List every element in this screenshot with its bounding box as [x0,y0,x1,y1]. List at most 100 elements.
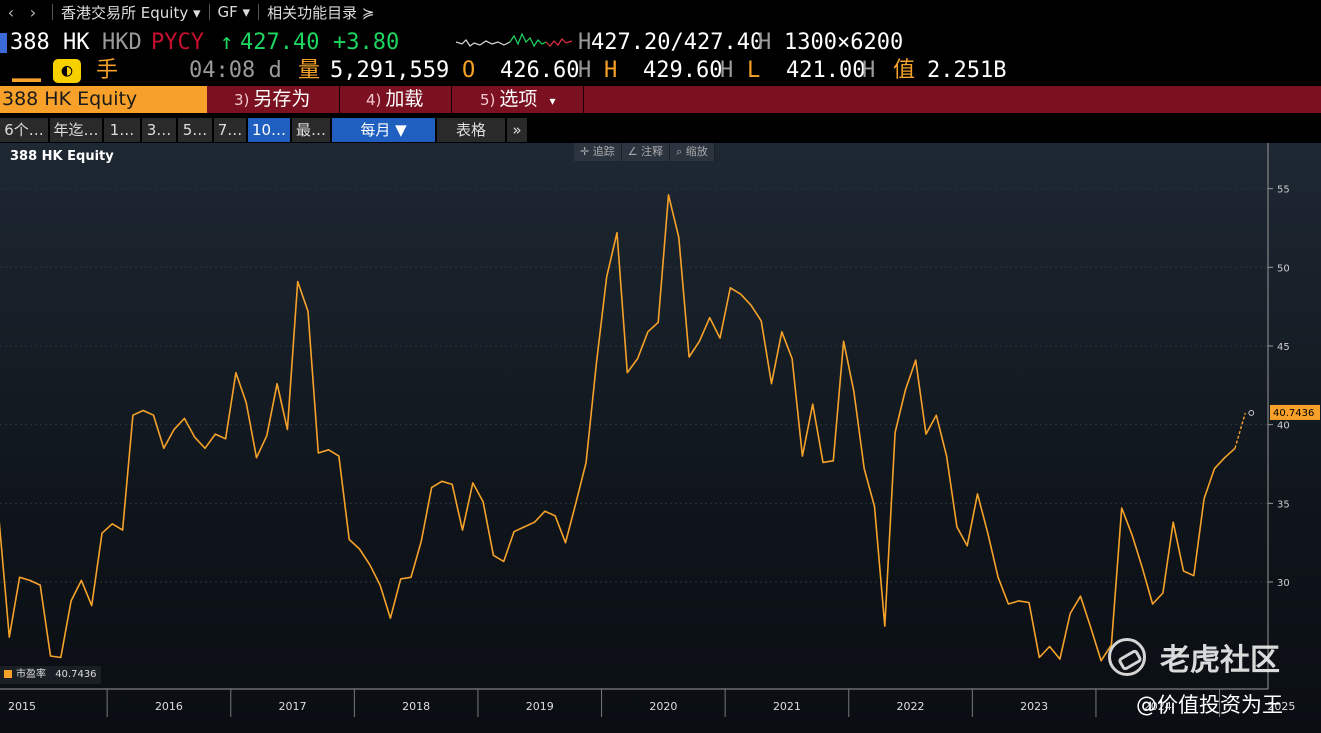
table-button[interactable]: 表格 [437,118,505,142]
y-tick-label: 35 [1277,499,1290,510]
turnover-value: 2.251B [927,58,1007,83]
security-marker [0,33,7,53]
tiger-logo-icon [1108,638,1146,676]
zoom-tool-button[interactable]: ⌕ 缩放 [670,143,715,161]
period-10y[interactable]: 10… [248,118,290,142]
watermark: 老虎社区 [1108,635,1280,679]
currency: HKD [102,30,142,55]
pe-series-line [0,194,1236,662]
security-input[interactable]: 388 HK Equity [0,86,207,113]
x-tick-label: 2021 [773,700,801,713]
ask-suffix: H [758,30,772,55]
save-as-hotkey: 3) [234,91,250,109]
related-functions-menu[interactable]: 相关功能目录 ≽ [267,3,375,22]
bid-ask: 427.20/427.40 [591,30,764,55]
price-change: +3.80 [333,30,400,55]
quote-time: 04:08 d [189,58,282,83]
frequency-dropdown[interactable]: 每月 ▼ [332,118,435,142]
volume: 5,291,559 [330,58,450,83]
period-5y[interactable]: 5… [178,118,212,142]
open-label: O [462,58,476,83]
period-6m[interactable]: 6个… [0,118,48,142]
back-arrow-icon[interactable]: ‹ [7,2,15,22]
chart-grid [0,188,1268,583]
function-toolbar: 388 HK Equity 3) 另存为 4) 加载 5) 选项 ▾ [0,86,1321,113]
x-tick-label: 2018 [402,700,430,713]
annotate-tool-button[interactable]: ∠ 注释 [622,143,671,161]
ticker-symbol: 388 HK [10,30,90,55]
series-layer: 40.7436 [0,194,1320,662]
nav-bar: ‹ › 香港交易所 Equity ▾ GF ▾ 相关功能目录 ≽ [0,0,1321,24]
x-tick-label: 2016 [155,700,183,713]
high-price: 429.60 [643,58,723,83]
x-tick-label: 2019 [526,700,554,713]
last-value-label: 40.7436 [1273,408,1314,419]
watermark-text: 老虎社区 [1160,643,1280,678]
value-label: 值 [893,58,916,83]
quote-row-2: ▂▂▂▂ ◐ 手 04:08 d 量 5,291,559 O 426.60 H … [0,57,1321,85]
low-price: 421.00 [786,58,866,83]
nav-separator [52,4,53,20]
x-tick-label: 2024 [1144,700,1172,713]
x-tick-label: 2020 [649,700,677,713]
bid-ask-size: 1300×6200 [784,30,904,55]
legend-label: 市盈率 [16,669,46,680]
y-axis: 30 35 40 45 50 55 [1267,143,1290,689]
last-point-marker [1248,410,1255,416]
legend-swatch [4,670,12,678]
legend-value: 40.7436 [55,669,97,680]
forward-arrow-icon[interactable]: › [29,2,37,22]
period-3y[interactable]: 3… [142,118,176,142]
gauge-icon: ◐ [53,59,81,83]
high-label: H [604,58,618,83]
y-tick-label: 55 [1277,185,1290,196]
y-tick-label: 45 [1277,342,1290,353]
save-as-label: 另存为 [253,88,311,110]
exchange-dropdown[interactable]: 香港交易所 Equity ▾ [61,3,201,22]
options-button[interactable]: 5) 选项 ▾ [456,86,584,113]
x-tick-label: 2022 [897,700,925,713]
x-tick-label: 2017 [279,700,307,713]
quote-row-1: 388 HK HKD PYCY ↑ 427.40 +3.80 H 427.20/… [0,29,1321,57]
nav-separator [208,4,210,20]
period-ytd[interactable]: 年迄… [50,118,102,142]
load-hotkey: 4) [366,91,382,109]
period-max[interactable]: 最… [292,118,330,142]
intraday-sparkline [456,32,572,48]
chart-title: 388 HK Equity [10,149,114,164]
period-7y[interactable]: 7… [214,118,246,142]
low-label: L [747,58,761,83]
pe-series-last-segment [1234,412,1246,449]
y-tick-label: 50 [1277,263,1290,274]
function-dropdown[interactable]: GF ▾ [217,3,251,21]
x-tick-label: 2023 [1020,700,1048,713]
period-1y[interactable]: 1… [104,118,140,142]
author-credit: @价值投资为王 [1136,693,1283,717]
up-arrow-icon: ↑ [220,30,234,55]
options-caret-icon: ▾ [549,94,556,108]
save-as-button[interactable]: 3) 另存为 [210,86,340,113]
bid-prefix: H [578,30,592,55]
pycy-label: PYCY [151,30,204,55]
chart-legend: 市盈率 40.7436 [0,666,101,684]
last-price: 427.40 [240,30,320,55]
open-suffix: H [578,58,592,83]
options-label: 选项 [499,88,538,110]
low-suffix: H [862,58,876,83]
track-tool-button[interactable]: ✛ 追踪 [574,143,622,161]
open-price: 426.60 [500,58,580,83]
x-tick-label: 2025 [1267,700,1295,713]
x-tick-label: 2015 [8,700,36,713]
options-hotkey: 5) [480,91,496,109]
lot-unit: 手 [96,58,119,83]
high-suffix: H [720,58,734,83]
y-tick-label: 40 [1277,421,1290,432]
chart-tools: ✛ 追踪 ∠ 注释 ⌕ 缩放 [574,143,715,161]
more-button[interactable]: » [507,118,527,142]
x-axis: 2015 2016 2017 2018 2019 2020 2021 2022 2023 2024… [0,688,1295,717]
y-tick-label: 30 [1277,578,1290,589]
volume-label: 量 [298,58,321,83]
load-button[interactable]: 4) 加载 [342,86,452,113]
load-label: 加载 [385,88,424,110]
nav-separator [258,4,260,20]
